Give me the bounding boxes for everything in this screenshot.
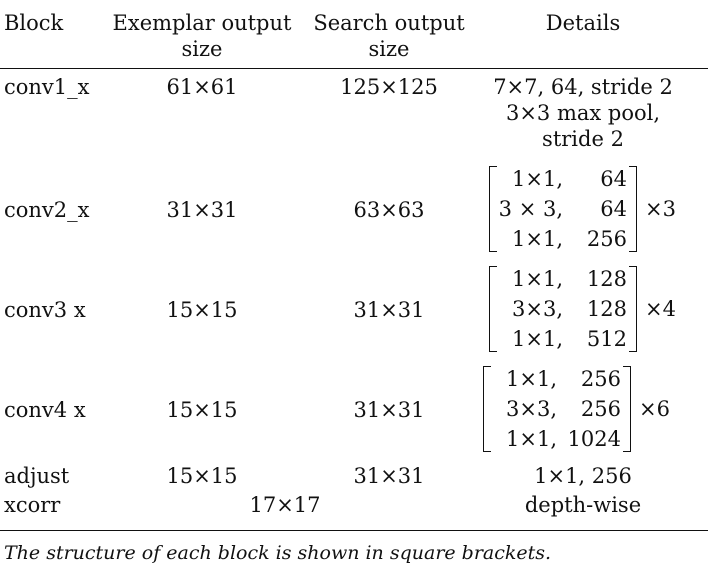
row-conv4-block: conv4 x [4,398,86,422]
header-block: Block [4,11,64,35]
header-details: Details [545,11,621,35]
matrix-row: 1×1, 512 [512,327,627,351]
row-conv3-search: 31×31 [353,298,425,322]
matrix-row: 1×1, 256 [506,367,621,391]
row-conv3-matrix: 1×1, 128 3×3, 128 1×1, 512 ×4 [489,264,676,354]
row-conv4-multiplier: ×6 [639,397,670,421]
row-adjust-search: 31×31 [353,464,425,488]
matrix-row: 1×1, 64 [512,167,627,191]
row-conv1-block: conv1_x [4,75,90,99]
row-xcorr-block: xcorr [4,493,61,517]
matrix-row: 3×3, 256 [506,397,621,421]
header-rule [0,68,708,69]
row-conv2-block: conv2_x [4,198,90,222]
bracket-matrix: 1×1, 128 3×3, 128 1×1, 512 [489,264,637,354]
bracket-matrix: 1×1, 256 3×3, 256 1×1, 1024 [483,364,631,454]
table-caption: The structure of each block is shown in … [4,542,552,564]
row-conv3-block: conv3 x [4,298,86,322]
matrix-row: 1×1, 1024 [506,427,621,451]
row-xcorr-merged: 17×17 [249,493,321,517]
row-conv1-search: 125×125 [340,75,438,99]
row-conv3-multiplier: ×4 [645,297,676,321]
bracket-matrix: 1×1, 64 3 × 3, 64 1×1, 256 [489,164,637,254]
row-conv1-exemplar: 61×61 [166,75,238,99]
row-conv2-matrix: 1×1, 64 3 × 3, 64 1×1, 256 ×3 [489,164,676,254]
row-xcorr-details: depth-wise [524,493,642,517]
row-conv4-exemplar: 15×15 [166,398,238,422]
row-conv3-exemplar: 15×15 [166,298,238,322]
header-search: Search output size [313,11,465,61]
matrix-row: 1×1, 128 [512,267,627,291]
bottom-rule [0,530,708,531]
header-exemplar: Exemplar output size [112,11,292,61]
matrix-row: 3×3, 128 [512,297,627,321]
row-adjust-details: 1×1, 256 [534,464,632,488]
row-conv2-multiplier: ×3 [645,197,676,221]
matrix-row: 3 × 3, 64 [498,197,627,221]
row-conv4-matrix: 1×1, 256 3×3, 256 1×1, 1024 ×6 [483,364,670,454]
row-conv2-exemplar: 31×31 [166,198,238,222]
matrix-row: 1×1, 256 [512,227,627,251]
row-adjust-exemplar: 15×15 [166,464,238,488]
row-conv1-details: 7×7, 64, stride 2 3×3 max pool, stride 2 [493,75,673,151]
row-conv2-search: 63×63 [353,198,425,222]
row-conv4-search: 31×31 [353,398,425,422]
row-adjust-block: adjust [4,464,70,488]
